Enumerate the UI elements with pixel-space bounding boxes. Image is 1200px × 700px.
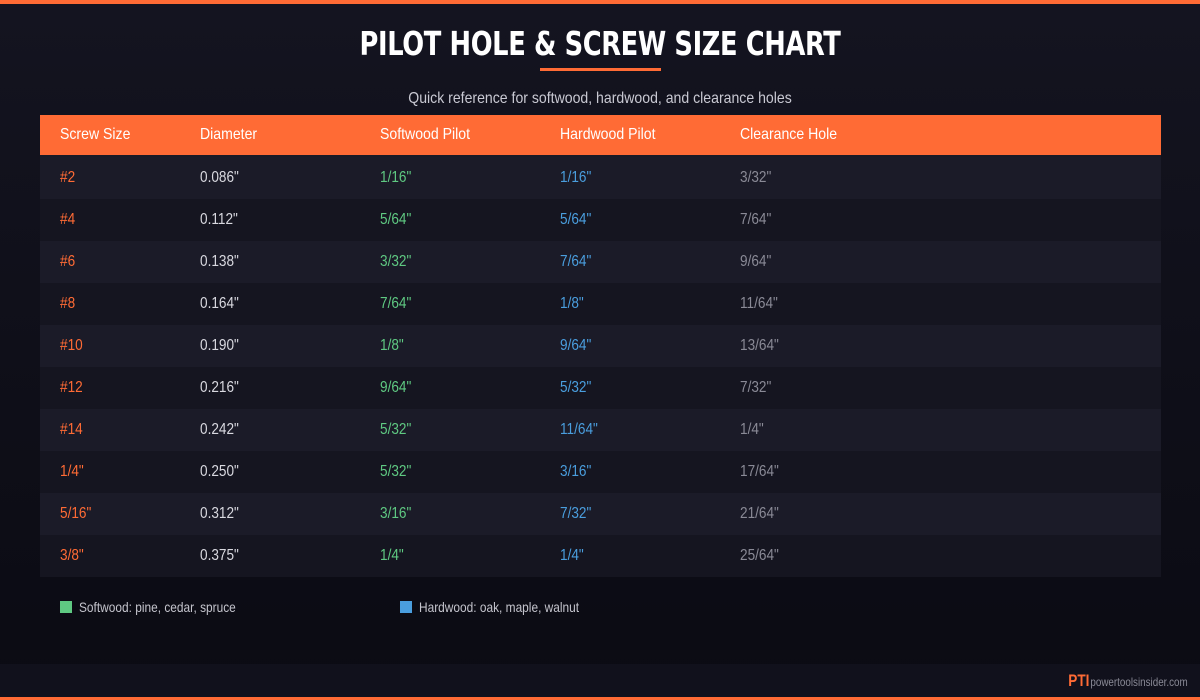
cell-softwood-pilot: 1/8" [380, 337, 404, 354]
legend-item-softwood: Softwood: pine, cedar, spruce [60, 599, 263, 615]
cell-screw-size: #14 [60, 421, 83, 438]
cell-hardwood-pilot: 5/64" [560, 211, 592, 228]
table-row: #4 0.112" 5/64" 5/64" 7/64" [40, 199, 1161, 241]
legend-label: Softwood: pine, cedar, spruce [79, 599, 236, 615]
cell-hardwood-pilot: 7/64" [560, 253, 592, 270]
cell-softwood-pilot: 1/4" [380, 547, 404, 564]
column-header-clearance-hole: Clearance Hole [740, 126, 838, 143]
table-row: #10 0.190" 1/8" 9/64" 13/64" [40, 325, 1161, 367]
bottom-accent-bar [0, 697, 1200, 700]
cell-diameter: 0.138" [200, 253, 239, 270]
cell-hardwood-pilot: 5/32" [560, 379, 592, 396]
column-header-hardwood-pilot: Hardwood Pilot [560, 126, 656, 143]
cell-softwood-pilot: 7/64" [380, 295, 412, 312]
hardwood-swatch-icon [400, 601, 412, 613]
cell-diameter: 0.112" [200, 211, 238, 228]
cell-hardwood-pilot: 3/16" [560, 463, 592, 480]
table-row: 1/4" 0.250" 5/32" 3/16" 17/64" [40, 451, 1161, 493]
cell-screw-size: #6 [60, 253, 76, 270]
cell-screw-size: #12 [60, 379, 83, 396]
cell-screw-size: #10 [60, 337, 83, 354]
cell-diameter: 0.190" [200, 337, 239, 354]
cell-clearance-hole: 25/64" [740, 547, 779, 564]
cell-softwood-pilot: 5/32" [380, 421, 412, 438]
cell-hardwood-pilot: 1/8" [560, 295, 584, 312]
cell-softwood-pilot: 9/64" [380, 379, 412, 396]
table-row: #12 0.216" 9/64" 5/32" 7/32" [40, 367, 1161, 409]
cell-clearance-hole: 7/32" [740, 379, 772, 396]
column-header-screw-size: Screw Size [60, 126, 131, 143]
cell-hardwood-pilot: 1/4" [560, 547, 584, 564]
softwood-swatch-icon [60, 601, 72, 613]
cell-diameter: 0.086" [200, 169, 239, 186]
brand-logo: PTI [1067, 671, 1089, 690]
cell-diameter: 0.164" [200, 295, 239, 312]
cell-clearance-hole: 13/64" [740, 337, 779, 354]
page-title: Pilot Hole & Screw Size Chart [359, 24, 841, 63]
table-row: #8 0.164" 7/64" 1/8" 11/64" [40, 283, 1161, 325]
table-row: 5/16" 0.312" 3/16" 7/32" 21/64" [40, 493, 1161, 535]
cell-screw-size: #4 [60, 211, 76, 228]
legend: Softwood: pine, cedar, spruce Hardwood: … [0, 599, 1200, 615]
cell-softwood-pilot: 3/32" [380, 253, 412, 270]
cell-clearance-hole: 11/64" [740, 295, 778, 312]
legend-item-hardwood: Hardwood: oak, maple, walnut [400, 599, 607, 615]
cell-hardwood-pilot: 7/32" [560, 505, 592, 522]
cell-hardwood-pilot: 1/16" [560, 169, 592, 186]
cell-softwood-pilot: 1/16" [380, 169, 412, 186]
cell-diameter: 0.312" [200, 505, 239, 522]
cell-screw-size: #2 [60, 169, 76, 186]
top-accent-bar [0, 0, 1200, 4]
cell-hardwood-pilot: 9/64" [560, 337, 592, 354]
column-header-diameter: Diameter [200, 126, 258, 143]
table-row: 3/8" 0.375" 1/4" 1/4" 25/64" [40, 535, 1161, 577]
table-row: #6 0.138" 3/32" 7/64" 9/64" [40, 241, 1161, 283]
cell-clearance-hole: 7/64" [740, 211, 772, 228]
cell-clearance-hole: 3/32" [740, 169, 772, 186]
screw-size-table: Screw Size Diameter Softwood Pilot Hardw… [40, 115, 1161, 577]
cell-diameter: 0.250" [200, 463, 239, 480]
cell-clearance-hole: 21/64" [740, 505, 779, 522]
cell-hardwood-pilot: 11/64" [560, 421, 598, 438]
cell-screw-size: 3/8" [60, 547, 84, 564]
table-row: #2 0.086" 1/16" 1/16" 3/32" [40, 157, 1161, 199]
cell-softwood-pilot: 3/16" [380, 505, 412, 522]
cell-screw-size: 1/4" [60, 463, 84, 480]
cell-softwood-pilot: 5/64" [380, 211, 412, 228]
footer: PTI powertoolsinsider.com [0, 664, 1200, 697]
table-header: Screw Size Diameter Softwood Pilot Hardw… [40, 115, 1161, 157]
cell-clearance-hole: 17/64" [740, 463, 779, 480]
title-underline [540, 68, 661, 71]
cell-diameter: 0.242" [200, 421, 239, 438]
cell-screw-size: 5/16" [60, 505, 92, 522]
cell-clearance-hole: 9/64" [740, 253, 772, 270]
column-header-softwood-pilot: Softwood Pilot [380, 126, 471, 143]
legend-label: Hardwood: oak, maple, walnut [419, 599, 580, 615]
page-subtitle: Quick reference for softwood, hardwood, … [408, 90, 792, 107]
table-row: #14 0.242" 5/32" 11/64" 1/4" [40, 409, 1161, 451]
cell-softwood-pilot: 5/32" [380, 463, 412, 480]
table-body: #2 0.086" 1/16" 1/16" 3/32" #4 0.112" 5/… [40, 157, 1161, 577]
cell-clearance-hole: 1/4" [740, 421, 764, 438]
cell-diameter: 0.375" [200, 547, 239, 564]
site-url: powertoolsinsider.com [1090, 675, 1188, 689]
cell-diameter: 0.216" [200, 379, 239, 396]
cell-screw-size: #8 [60, 295, 76, 312]
